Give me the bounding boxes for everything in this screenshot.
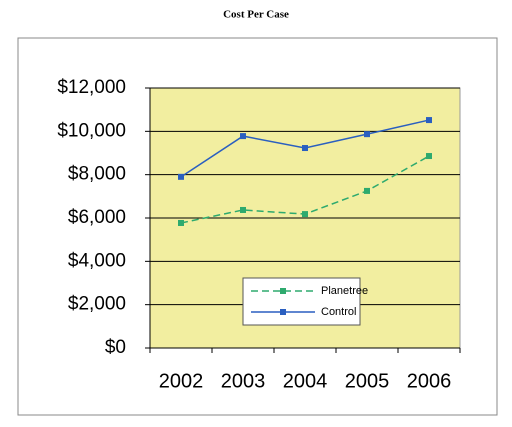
legend-box — [242, 277, 361, 326]
y-tick-label: $2,000 — [68, 294, 126, 315]
point — [240, 206, 246, 213]
x-tick-label: 2006 — [407, 370, 452, 392]
legend-label: Control — [321, 306, 356, 318]
point — [426, 153, 432, 160]
x-tick-label: 2004 — [283, 370, 328, 392]
legend-marker — [280, 309, 286, 315]
point — [178, 173, 184, 180]
y-tick-label: $0 — [105, 337, 126, 358]
point — [178, 219, 184, 226]
chart-title: Cost Per Case — [223, 9, 289, 21]
legend-marker — [280, 288, 286, 294]
y-tick-label: $6,000 — [68, 207, 126, 228]
y-tick-label: $12,000 — [57, 77, 126, 98]
legend-label: Planetree — [321, 285, 368, 297]
point — [426, 117, 432, 124]
x-tick-label: 2002 — [159, 370, 204, 392]
y-tick-label: $4,000 — [68, 250, 126, 271]
point — [302, 211, 308, 218]
x-tick-label: 2003 — [221, 370, 266, 392]
chart-frame — [17, 37, 498, 416]
point — [302, 145, 308, 152]
y-tick-label: $8,000 — [68, 164, 126, 185]
y-tick-label: $10,000 — [57, 120, 126, 141]
x-tick-label: 2005 — [345, 370, 390, 392]
point — [364, 131, 370, 138]
point — [240, 133, 246, 140]
point — [364, 187, 370, 194]
